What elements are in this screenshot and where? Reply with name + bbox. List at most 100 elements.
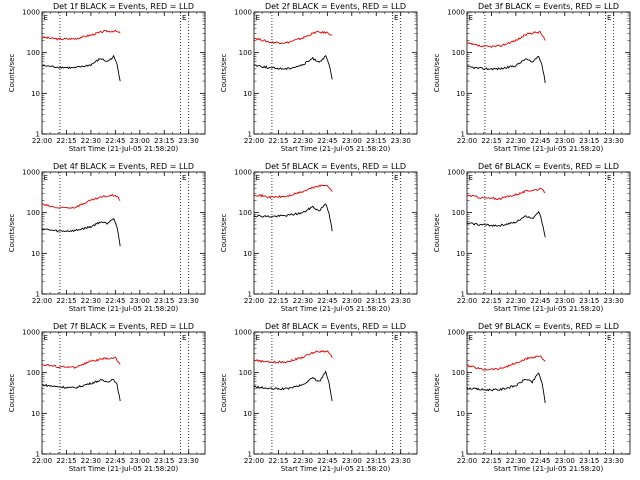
x-tick-label: 23:15 <box>579 457 599 465</box>
x-axis-label: Start Time (21-Jul-05 21:58:20) <box>494 305 604 313</box>
x-tick-label: 23:30 <box>391 297 411 305</box>
x-tick-label: 22:30 <box>81 457 101 465</box>
x-axis-label: Start Time (21-Jul-05 21:58:20) <box>281 305 391 313</box>
x-tick-label: 23:15 <box>579 297 599 305</box>
corner-mark-left: E <box>256 14 260 22</box>
y-tick-label: 1 <box>248 451 252 459</box>
x-tick-label: 23:00 <box>130 457 150 465</box>
lld-series-line <box>466 30 546 49</box>
y-tick-label: 1000 <box>22 9 40 17</box>
y-tick-label: 1 <box>36 451 40 459</box>
x-tick-label: 22:45 <box>105 137 125 145</box>
x-tick-label: 23:15 <box>366 457 386 465</box>
corner-mark-right: E <box>607 14 611 22</box>
x-tick-label: 23:00 <box>130 137 150 145</box>
events-series-line <box>466 210 546 238</box>
x-tick-label: 22:00 <box>457 137 477 145</box>
plot-title: Det 9f BLACK = Events, RED = LLD <box>478 322 619 331</box>
x-tick-label: 23:15 <box>154 457 174 465</box>
corner-mark-left: E <box>469 174 473 182</box>
plot-title: Det 6f BLACK = Events, RED = LLD <box>478 162 619 171</box>
x-tick-label: 22:45 <box>317 297 337 305</box>
events-series-line <box>253 370 333 402</box>
corner-mark-right: E <box>182 14 186 22</box>
y-tick-label: 1000 <box>447 9 465 17</box>
x-tick-label: 23:00 <box>130 297 150 305</box>
y-axis-label: Counts/sec <box>220 374 228 413</box>
y-tick-label: 1000 <box>234 329 252 337</box>
plot-title: Det 5f BLACK = Events, RED = LLD <box>265 162 406 171</box>
y-tick-label: 10 <box>31 410 40 418</box>
x-tick-label: 22:45 <box>530 297 550 305</box>
y-tick-label: 1 <box>461 131 465 139</box>
y-tick-label: 100 <box>239 49 252 57</box>
y-tick-label: 1000 <box>22 169 40 177</box>
events-series-line <box>42 378 121 402</box>
y-tick-label: 1 <box>461 291 465 299</box>
y-axis-label: Counts/sec <box>220 54 228 93</box>
x-tick-label: 23:30 <box>604 137 624 145</box>
corner-mark-left: E <box>256 334 260 342</box>
corner-mark-left: E <box>469 14 473 22</box>
y-axis-label: Counts/sec <box>433 214 441 253</box>
lld-series-line <box>41 29 121 41</box>
x-tick-label: 22:30 <box>293 297 313 305</box>
y-tick-label: 1 <box>461 451 465 459</box>
y-tick-label: 100 <box>452 49 465 57</box>
y-tick-label: 1000 <box>22 329 40 337</box>
x-tick-label: 22:00 <box>244 297 264 305</box>
x-axis-label: Start Time (21-Jul-05 21:58:20) <box>69 465 179 473</box>
x-tick-label: 23:15 <box>366 297 386 305</box>
corner-mark-right: E <box>182 174 186 182</box>
y-tick-label: 1000 <box>447 329 465 337</box>
corner-mark-right: E <box>607 174 611 182</box>
x-tick-label: 22:30 <box>81 297 101 305</box>
x-tick-label: 22:15 <box>268 297 288 305</box>
corner-mark-right: E <box>394 174 398 182</box>
corner-mark-left: E <box>44 174 48 182</box>
plot-panel-4: Det 4f BLACK = Events, RED = LLD 1 10 100 10… <box>8 162 206 313</box>
x-tick-label: 23:00 <box>555 457 575 465</box>
x-tick-label: 22:15 <box>481 457 501 465</box>
x-tick-label: 22:30 <box>506 137 526 145</box>
plot-panel-1: Det 1f BLACK = Events, RED = LLD 1 10 100 10… <box>8 2 206 153</box>
x-tick-label: 22:45 <box>317 457 337 465</box>
y-tick-label: 10 <box>456 410 465 418</box>
y-tick-label: 100 <box>452 209 465 217</box>
events-series-line <box>41 217 121 247</box>
x-tick-label: 22:00 <box>32 137 52 145</box>
events-series-line <box>254 203 333 232</box>
y-tick-label: 1 <box>36 291 40 299</box>
x-axis-label: Start Time (21-Jul-05 21:58:20) <box>69 305 179 313</box>
y-tick-label: 10 <box>243 90 252 98</box>
plot-panel-5: Det 5f BLACK = Events, RED = LLD 1 10 100 10… <box>220 162 418 313</box>
lld-series-line <box>253 350 333 364</box>
corner-mark-right: E <box>394 14 398 22</box>
corner-mark-left: E <box>469 334 473 342</box>
y-tick-label: 100 <box>239 209 252 217</box>
plot-panel-9: Det 9f BLACK = Events, RED = LLD 1 10 100 10… <box>433 322 631 473</box>
x-tick-label: 22:15 <box>481 297 501 305</box>
x-tick-label: 23:00 <box>342 137 362 145</box>
corner-mark-left: E <box>44 334 48 342</box>
x-tick-label: 22:15 <box>56 457 76 465</box>
plot-title: Det 2f BLACK = Events, RED = LLD <box>265 2 406 11</box>
x-tick-label: 22:45 <box>105 297 125 305</box>
corner-mark-right: E <box>607 334 611 342</box>
y-tick-label: 10 <box>31 250 40 258</box>
x-tick-label: 23:15 <box>579 137 599 145</box>
x-tick-label: 22:30 <box>506 297 526 305</box>
x-tick-label: 22:30 <box>506 457 526 465</box>
corner-mark-left: E <box>44 14 48 22</box>
x-tick-label: 22:30 <box>81 137 101 145</box>
y-tick-label: 10 <box>31 90 40 98</box>
y-tick-label: 100 <box>27 49 40 57</box>
x-axis-label: Start Time (21-Jul-05 21:58:20) <box>494 465 604 473</box>
x-tick-label: 22:00 <box>32 297 52 305</box>
events-series-line <box>41 54 121 82</box>
plot-panel-7: Det 7f BLACK = Events, RED = LLD 1 10 100 10… <box>8 322 206 473</box>
y-tick-label: 1000 <box>234 9 252 17</box>
x-tick-label: 23:00 <box>555 137 575 145</box>
events-series-line <box>253 54 333 80</box>
